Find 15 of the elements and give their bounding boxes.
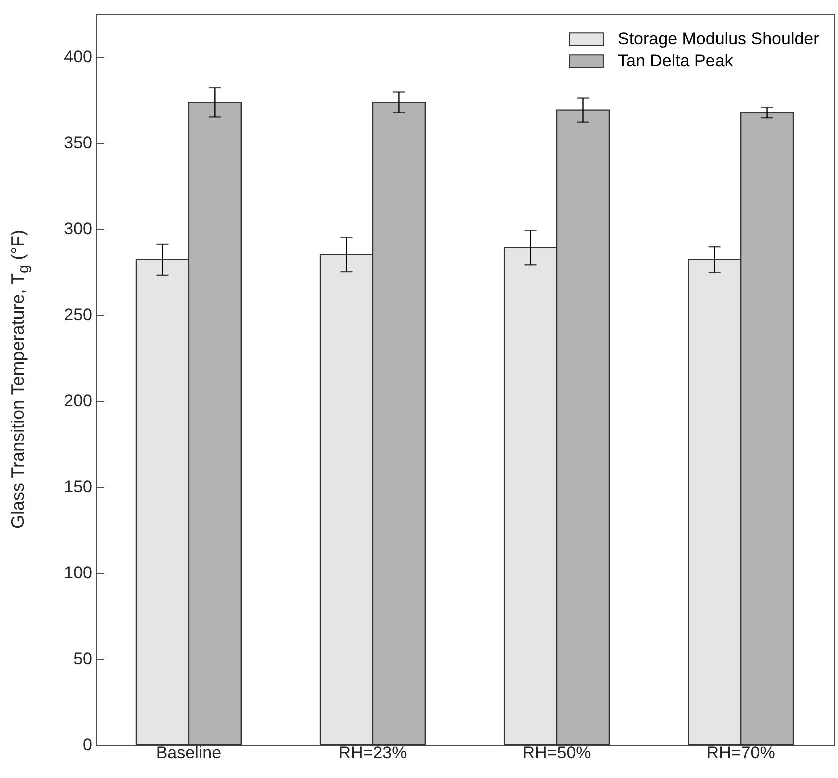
y-tick-label: 100 xyxy=(64,564,92,582)
legend-label: Storage Modulus Shoulder xyxy=(618,30,820,48)
legend-label: Tan Delta Peak xyxy=(618,52,734,70)
y-tick-label: 200 xyxy=(64,392,92,410)
y-tick-label: 300 xyxy=(64,220,92,238)
y-tick-label: 350 xyxy=(64,134,92,152)
x-tick-label: RH=50% xyxy=(522,744,592,762)
y-tick-label: 250 xyxy=(64,306,92,324)
x-tick-label: RH=23% xyxy=(338,744,408,762)
y-tick-label: 50 xyxy=(74,650,92,668)
y-tick-label: 150 xyxy=(64,478,92,496)
y-tick-label: 400 xyxy=(64,48,92,66)
x-tick-label: RH=70% xyxy=(706,744,776,762)
x-tick-label: Baseline xyxy=(156,744,222,762)
y-tick-label: 0 xyxy=(83,736,92,754)
